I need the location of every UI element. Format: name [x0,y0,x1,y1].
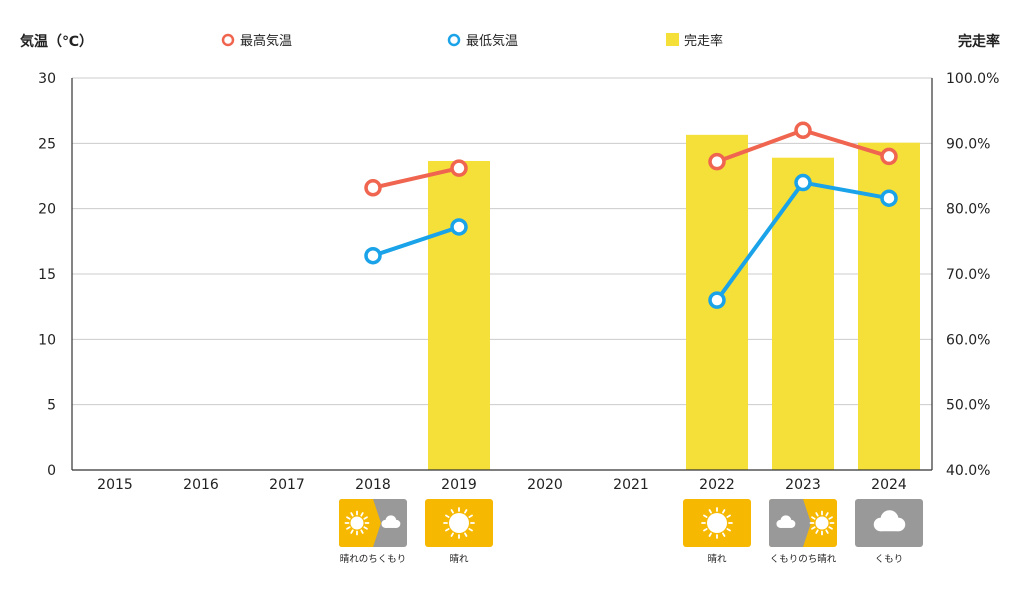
y-left-tick-label: 20 [38,202,56,218]
weather-label: 晴れ [449,553,469,565]
data-point [708,291,726,309]
series-最高気温 [364,121,898,197]
sun-icon [809,510,835,536]
finish-rate-bar [428,160,490,470]
data-point [450,159,468,177]
legend-label: 最高気温 [240,33,292,49]
sun-icon [344,510,370,536]
x-tick-label: 2016 [183,477,219,493]
y-right-tick-label: 40.0% [946,463,990,479]
weather-label: 晴れのちくもり [340,553,407,565]
sun-icon: 晴れ [683,499,751,565]
cloud-icon [873,510,906,532]
y-left-tick-label: 0 [47,463,56,479]
x-tick-label: 2020 [527,477,563,493]
finish-rate-bars [428,134,920,470]
y-right-tick-label: 100.0% [946,71,999,87]
x-tick-label: 2023 [785,477,821,493]
y-right-tick-label: 80.0% [946,202,990,218]
legend: 最高気温 最低気温 完走率 [221,33,723,49]
cloud-icon [776,515,796,528]
finish-rate-bar [772,157,834,470]
x-tick-label: 2024 [871,477,907,493]
data-point [708,152,726,171]
y-left-tick-label: 5 [47,398,56,414]
data-point [364,179,382,197]
y-left-tick-label: 30 [38,71,56,87]
axes: 0 5 10 15 20 25 30 40.0% 50.0% 60.0% 70.0% 80.0% 90.… [20,33,1000,493]
y-right-axis-title: 完走率 [958,33,1000,50]
temperature-lines [364,121,898,309]
cloud-icon [381,515,401,528]
series-line [372,225,460,258]
sun-icon: 晴れ [425,499,493,565]
weather-row: 晴れのちくもり 晴れ 晴れ くもりのち晴れ くもり [339,499,923,565]
x-tick-label: 2021 [613,477,649,493]
legend-item: 最高気温 [221,33,292,49]
legend-marker [447,33,461,47]
cloud-then-sun-icon: くもりのち晴れ [769,499,837,565]
sun-then-cloud-icon: 晴れのちくもり [339,499,407,565]
weather-label: 晴れ [707,553,727,565]
data-point [880,147,898,166]
y-left-tick-label: 25 [38,136,56,152]
weather-label: くもりのち晴れ [770,553,837,565]
data-point [880,189,898,207]
sun-icon [443,507,475,539]
legend-label: 完走率 [684,33,723,49]
series-最低気温 [364,173,898,309]
cloud-icon: くもり [855,499,923,565]
x-tick-label: 2019 [441,477,477,493]
weather-label: くもり [875,554,904,565]
y-right-tick-label: 50.0% [946,398,990,414]
y-right-tick-label: 90.0% [946,136,990,152]
x-tick-label: 2017 [269,477,305,493]
data-point [364,246,382,265]
y-left-axis-title: 気温（℃） [20,33,93,50]
x-tick-label: 2018 [355,477,391,493]
series-line [372,166,460,190]
data-point [794,173,812,192]
data-point [450,218,468,236]
data-point [794,121,812,140]
legend-item: 完走率 [666,33,723,49]
legend-label: 最低気温 [466,33,518,49]
legend-marker [221,33,235,47]
y-right-tick-label: 60.0% [946,332,990,348]
legend-marker [666,33,679,46]
sun-icon [701,507,733,539]
x-tick-label: 2022 [699,477,735,493]
y-right-tick-label: 70.0% [946,267,990,283]
y-left-tick-label: 15 [38,267,56,283]
y-left-tick-label: 10 [38,332,56,348]
x-tick-label: 2015 [97,477,133,493]
legend-item: 最低気温 [447,33,518,49]
